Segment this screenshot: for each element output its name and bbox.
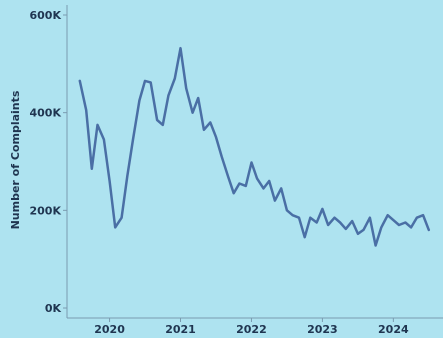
- x-tick-label: 2024: [378, 323, 409, 336]
- complaints-series-line: [78, 46, 431, 247]
- y-tick-label: 600K: [30, 9, 62, 22]
- y-tick-label: 200K: [30, 204, 62, 217]
- y-axis-title: Number of Complaints: [9, 90, 22, 229]
- y-axis-ticks: 0K 200K 400K 600K: [30, 9, 67, 315]
- x-tick-label: 2022: [236, 323, 267, 336]
- y-tick-label: 400K: [30, 107, 62, 120]
- x-axis-ticks: 2020 2021 2022 2023 2024: [94, 318, 409, 336]
- x-tick-label: 2023: [307, 323, 338, 336]
- x-tick-label: 2021: [165, 323, 196, 336]
- x-tick-label: 2020: [94, 323, 125, 336]
- y-tick-label: 0K: [45, 302, 62, 315]
